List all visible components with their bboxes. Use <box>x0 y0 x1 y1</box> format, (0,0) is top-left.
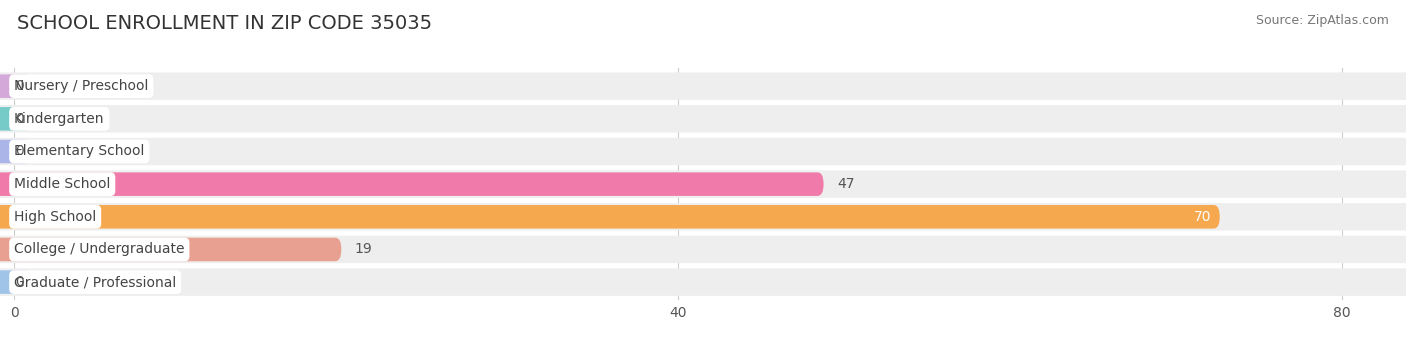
Text: Elementary School: Elementary School <box>14 145 145 159</box>
Text: 0: 0 <box>15 79 24 93</box>
Text: Source: ZipAtlas.com: Source: ZipAtlas.com <box>1256 14 1389 27</box>
FancyBboxPatch shape <box>0 238 342 261</box>
FancyBboxPatch shape <box>0 268 1406 296</box>
Text: 70: 70 <box>1194 210 1212 224</box>
Text: 0: 0 <box>15 275 24 289</box>
FancyBboxPatch shape <box>0 138 1406 165</box>
FancyBboxPatch shape <box>0 72 1406 100</box>
Text: Middle School: Middle School <box>14 177 111 191</box>
Text: High School: High School <box>14 210 96 224</box>
FancyBboxPatch shape <box>0 105 1406 133</box>
FancyBboxPatch shape <box>0 203 1406 231</box>
Text: Kindergarten: Kindergarten <box>14 112 104 126</box>
FancyBboxPatch shape <box>0 140 31 163</box>
FancyBboxPatch shape <box>0 205 1220 228</box>
Text: 19: 19 <box>354 242 373 256</box>
Text: Nursery / Preschool: Nursery / Preschool <box>14 79 149 93</box>
FancyBboxPatch shape <box>0 107 31 131</box>
FancyBboxPatch shape <box>0 173 824 196</box>
Text: College / Undergraduate: College / Undergraduate <box>14 242 184 256</box>
FancyBboxPatch shape <box>0 270 31 294</box>
FancyBboxPatch shape <box>0 236 1406 263</box>
Text: 0: 0 <box>15 112 24 126</box>
Text: 47: 47 <box>837 177 855 191</box>
Text: 0: 0 <box>15 145 24 159</box>
Text: SCHOOL ENROLLMENT IN ZIP CODE 35035: SCHOOL ENROLLMENT IN ZIP CODE 35035 <box>17 14 432 33</box>
FancyBboxPatch shape <box>0 74 31 98</box>
Text: Graduate / Professional: Graduate / Professional <box>14 275 176 289</box>
FancyBboxPatch shape <box>0 170 1406 198</box>
